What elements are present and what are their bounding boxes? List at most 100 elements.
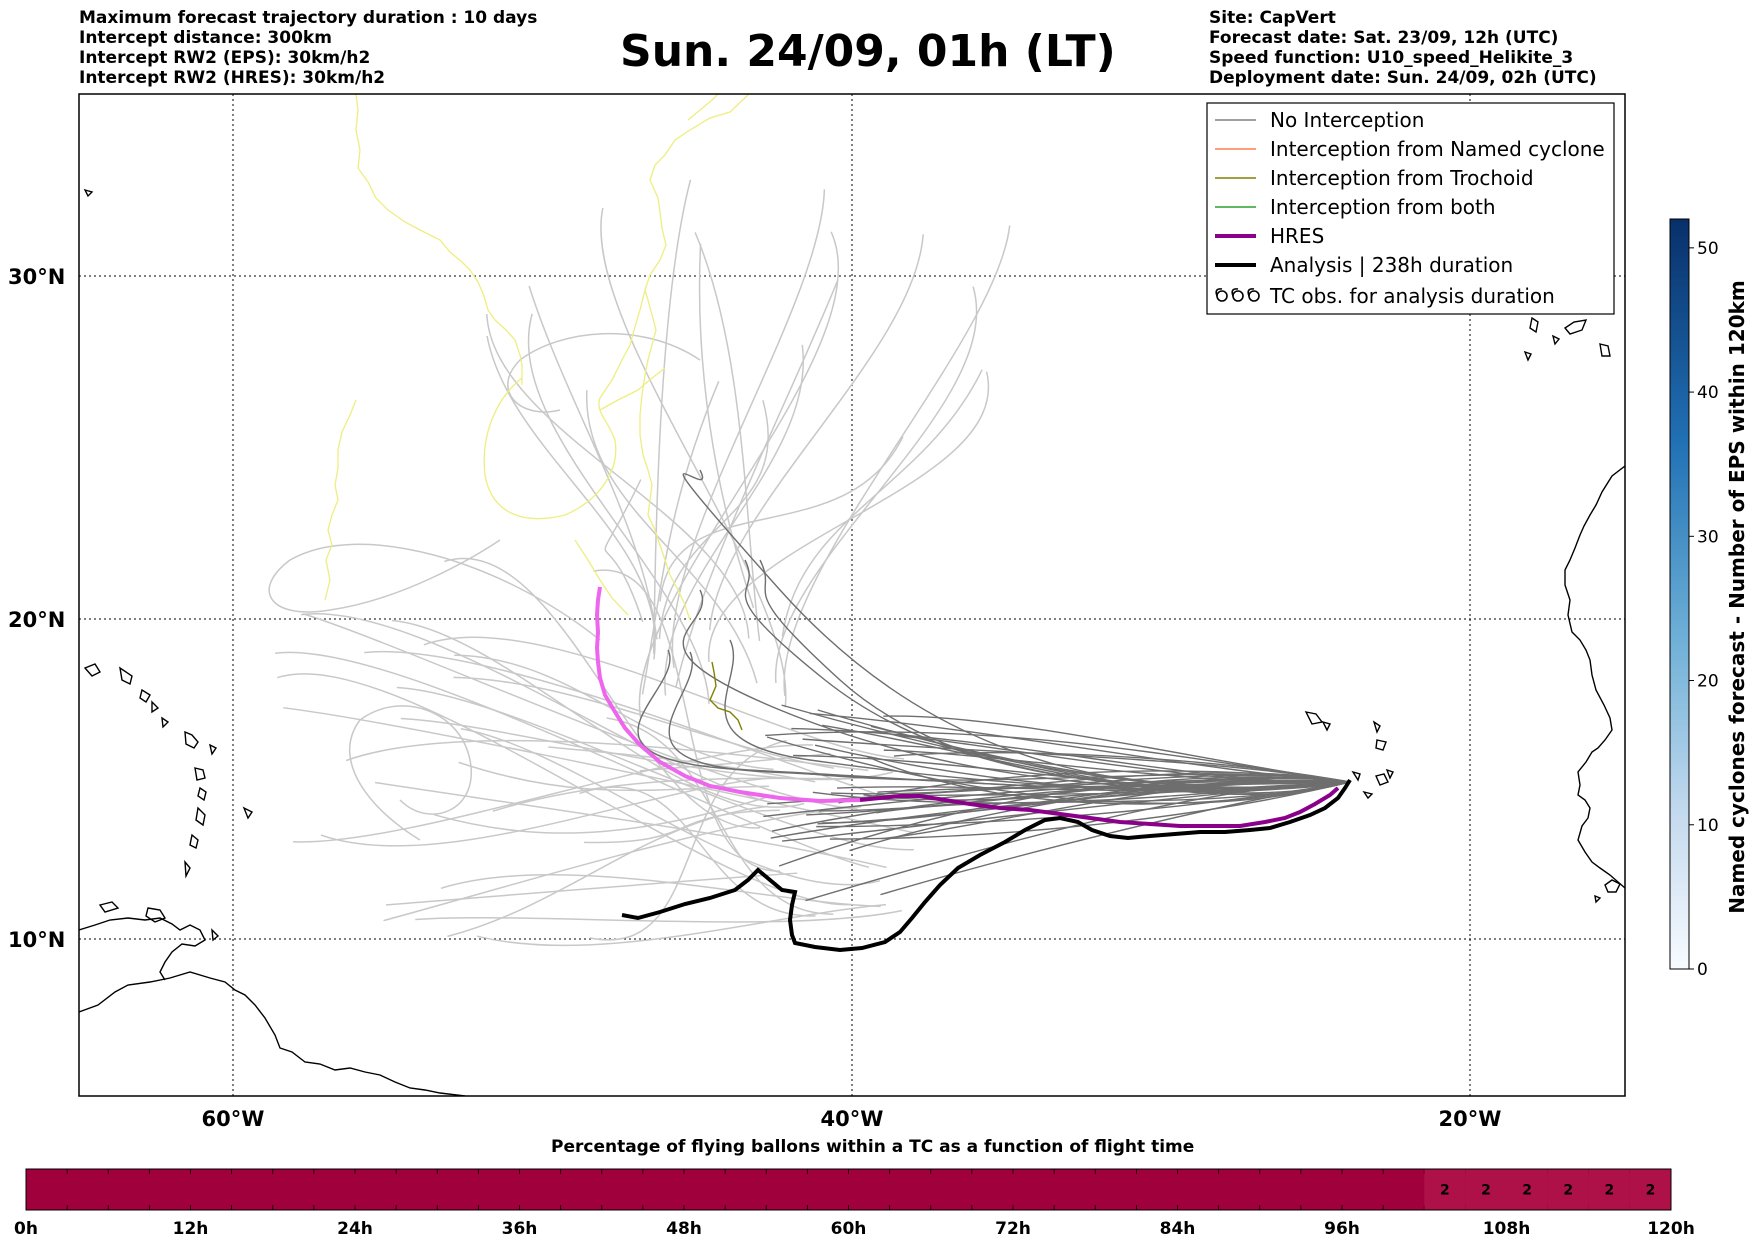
tc-track-loop xyxy=(483,289,646,520)
flight-time-bar: 2 2 2 2 2 2 0h 12h 24h 36h 48h 60h 72h 84h 96h 108h 120… xyxy=(14,1168,1695,1239)
flight-time-bar-cell xyxy=(1547,1169,1589,1210)
antilles-island xyxy=(195,806,206,827)
flight-time-bar-tick-label: 12h xyxy=(173,1219,209,1239)
antilles-island xyxy=(83,663,102,677)
eps-trajectory xyxy=(637,649,1351,790)
colorbar-tick-label: 50 xyxy=(1697,239,1719,259)
lat-label-20n: 20°N xyxy=(8,608,65,632)
eps-trajectory xyxy=(883,715,1351,783)
tc-track-west xyxy=(355,94,523,385)
antilles-island xyxy=(184,730,199,749)
colorbar-tick-label: 10 xyxy=(1697,816,1719,836)
flight-time-bar-cell xyxy=(1506,1169,1548,1210)
flight-time-bar-tick-label: 96h xyxy=(1324,1219,1360,1239)
flight-time-bar-tick-label: 60h xyxy=(831,1219,867,1239)
page-title: Sun. 24/09, 01h (LT) xyxy=(620,26,1116,77)
colorbar-tick-label: 20 xyxy=(1697,672,1719,692)
flight-time-bar-tick-label: 120h xyxy=(1647,1219,1695,1239)
cape-verde-island xyxy=(1375,773,1389,786)
canary-island xyxy=(1551,334,1561,346)
header-left-line: Intercept RW2 (HRES): 30km/h2 xyxy=(79,68,386,88)
eps-trajectory xyxy=(283,707,914,834)
eps-trajectories-east xyxy=(637,469,1351,902)
africa-coast xyxy=(1564,465,1625,889)
cape-verde-island xyxy=(1362,790,1374,800)
eps-trajectory xyxy=(486,313,750,639)
canary-island xyxy=(1529,316,1539,334)
cyclone-symbol-icon xyxy=(1215,288,1260,302)
antilles-island xyxy=(208,743,218,756)
flight-time-bar-cell xyxy=(1424,1169,1466,1210)
eps-trajectory xyxy=(383,805,861,922)
eps-trajectory xyxy=(476,903,887,947)
cape-verde-island xyxy=(1372,720,1381,734)
flight-time-bar-tick-label: 36h xyxy=(502,1219,538,1239)
hres-track-east xyxy=(859,786,1340,828)
trinidad-coast xyxy=(145,907,167,923)
eps-trajectory xyxy=(492,777,852,812)
eps-trajectory xyxy=(829,781,1351,840)
eps-trajectory xyxy=(364,650,903,803)
antilles-island xyxy=(98,901,120,913)
eps-trajectory xyxy=(507,332,701,413)
header-right-line: Speed function: U10_speed_Helikite_3 xyxy=(1209,48,1574,68)
header-right-line: Site: CapVert xyxy=(1209,8,1336,28)
tc-track-north xyxy=(687,94,719,121)
colorbar: 0 10 20 30 40 50 Named cyclones forecast - Nu… xyxy=(1669,218,1749,980)
eps-trajectory xyxy=(849,779,1351,852)
cape-verde-island xyxy=(1321,720,1332,732)
header-right-line: Forecast date: Sat. 23/09, 12h (UTC) xyxy=(1209,28,1559,48)
legend: No Interception Interception from Named … xyxy=(1206,102,1615,315)
eps-trajectory xyxy=(781,704,1351,790)
antilles-island xyxy=(189,833,199,850)
header-left-line: Intercept RW2 (EPS): 30km/h2 xyxy=(79,48,371,68)
eps-trajectory xyxy=(870,725,1351,794)
eps-trajectory xyxy=(453,676,835,769)
cape-verde-island xyxy=(1304,711,1324,725)
flight-time-bar-tick-label: 84h xyxy=(1160,1219,1196,1239)
legend-label-no-interception: No Interception xyxy=(1270,108,1424,132)
antilles-island xyxy=(194,767,206,781)
flight-time-bar-cell xyxy=(1588,1169,1630,1210)
flight-time-bar-title: Percentage of flying ballons within a TC… xyxy=(551,1137,1195,1157)
eps-trajectory xyxy=(819,777,1351,812)
eps-trajectory xyxy=(349,705,473,841)
antilles-island xyxy=(83,188,94,198)
lat-label-30n: 30°N xyxy=(8,265,65,289)
eps-trajectory xyxy=(682,469,1351,788)
lon-label-40w: 40°W xyxy=(821,1107,884,1131)
antilles-island xyxy=(197,786,207,802)
eps-trajectory xyxy=(434,794,775,834)
antilles-island xyxy=(184,859,191,879)
eps-trajectory xyxy=(300,612,775,805)
colorbar-ticks: 0 10 20 30 40 50 xyxy=(1689,239,1719,980)
flight-time-bar-cells: 2 2 2 2 2 2 xyxy=(25,1168,1672,1211)
eps-trajectory xyxy=(527,313,710,704)
eps-trajectory xyxy=(770,781,1351,839)
header-left-line: Intercept distance: 300km xyxy=(79,28,332,48)
flight-time-bar-tick-label: 0h xyxy=(14,1219,38,1239)
cape-verde-island xyxy=(1375,739,1387,751)
tc-track-north xyxy=(644,94,750,291)
lon-label-60w: 60°W xyxy=(202,1107,265,1131)
eps-trajectory xyxy=(415,909,903,923)
flight-time-bar-ticks: 0h 12h 24h 36h 48h 60h 72h 84h 96h 108h 120h xyxy=(14,1219,1695,1239)
header-right-info: Site: CapVert Forecast date: Sat. 23/09,… xyxy=(1209,8,1597,88)
eps-trajectory xyxy=(863,781,1351,801)
eps-trajectory xyxy=(675,280,839,687)
eps-trajectory xyxy=(781,369,983,637)
canary-island xyxy=(1599,343,1611,357)
antilles-island xyxy=(161,716,170,729)
eps-trajectory xyxy=(658,400,769,640)
eps-trajectory xyxy=(440,873,881,908)
flight-time-bar-tick-label: 108h xyxy=(1483,1219,1531,1239)
eps-trajectory xyxy=(604,479,644,623)
antilles-island xyxy=(151,700,160,714)
tc-track-spur xyxy=(574,539,629,616)
legend-label-analysis: Analysis | 238h duration xyxy=(1270,253,1513,277)
flight-time-bar-tick-label: 48h xyxy=(666,1219,702,1239)
flight-time-bar-cell-label: 2 xyxy=(1440,1183,1450,1199)
flight-time-bar-tick-label: 72h xyxy=(995,1219,1031,1239)
cape-verde-island xyxy=(1385,768,1394,780)
